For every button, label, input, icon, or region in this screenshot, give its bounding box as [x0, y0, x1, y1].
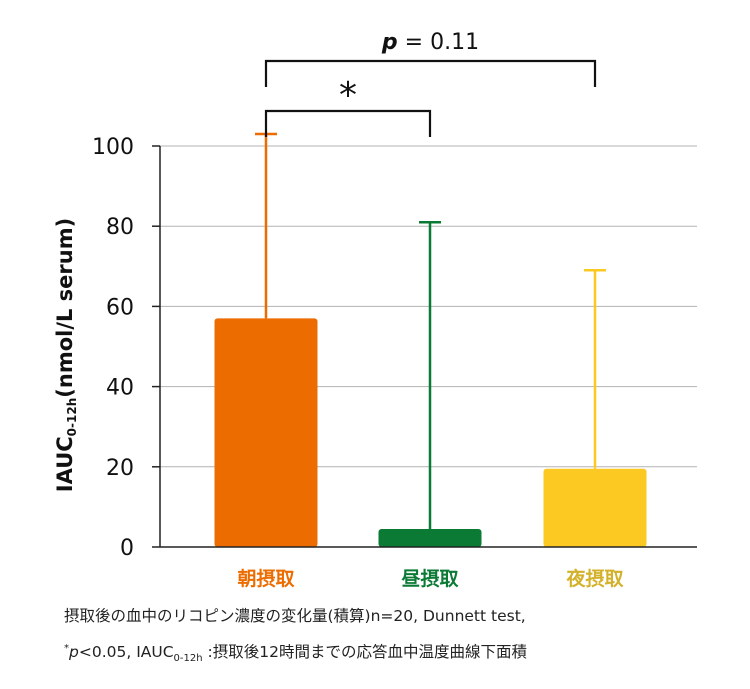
y-axis-title: IAUC0-12h(nmol/L serum)	[53, 218, 79, 492]
category-label: 夜摂取	[565, 567, 623, 590]
footnote-sub: 0-12h	[173, 653, 203, 665]
footnote-line-1: 摂取後の血中のリコピン濃度の変化量(積算)n=20, Dunnett test,	[64, 607, 526, 625]
footnote-text-b: :摂取後12時間までの応答血中温度曲線下面積	[202, 643, 527, 661]
footnote-p: p	[69, 643, 79, 661]
footnote-text-a: <0.05, IAUC	[78, 643, 174, 661]
category-label: 昼摂取	[401, 567, 458, 590]
p-italic: p	[381, 30, 398, 55]
bar	[378, 528, 482, 547]
significance-bracket	[264, 59, 597, 87]
error-bars	[255, 132, 606, 529]
y-tick-label: 60	[106, 295, 134, 320]
axes	[159, 146, 697, 548]
significance-label: p = 0.11	[381, 30, 479, 55]
y-tick-labels: 0 20 40 60 80 100	[92, 135, 160, 561]
bar	[214, 318, 318, 547]
y-tick-label: 20	[106, 456, 134, 481]
bar-chart: 0 20 40 60 80 100 朝摂取 昼摂取 夜摂取 p = 0.11 * IAUC0-1…	[53, 30, 697, 590]
y-axis-title-sub: 0-12h	[65, 398, 79, 437]
y-axis-title-main: IAUC	[53, 436, 77, 492]
y-tick-label: 100	[92, 135, 134, 160]
significance-star: *	[339, 75, 357, 116]
significance-bracket	[264, 109, 432, 137]
bar	[543, 468, 647, 547]
category-labels: 朝摂取 昼摂取 夜摂取	[237, 567, 623, 590]
footnote-line-2: *p<0.05, IAUC0-12h :摂取後12時間までの応答血中温度曲線下面…	[64, 640, 527, 664]
significance-brackets: p = 0.11 *	[264, 30, 597, 137]
footnote-star: *	[64, 642, 69, 654]
category-label: 朝摂取	[237, 567, 294, 590]
y-tick-label: 0	[120, 536, 134, 561]
p-value: = 0.11	[398, 30, 479, 55]
bars	[214, 318, 647, 547]
y-axis-title-unit: (nmol/L serum)	[53, 218, 77, 398]
y-tick-label: 40	[106, 376, 134, 401]
y-tick-label: 80	[106, 215, 134, 240]
y-axis-label: IAUC0-12h(nmol/L serum)	[53, 218, 79, 492]
